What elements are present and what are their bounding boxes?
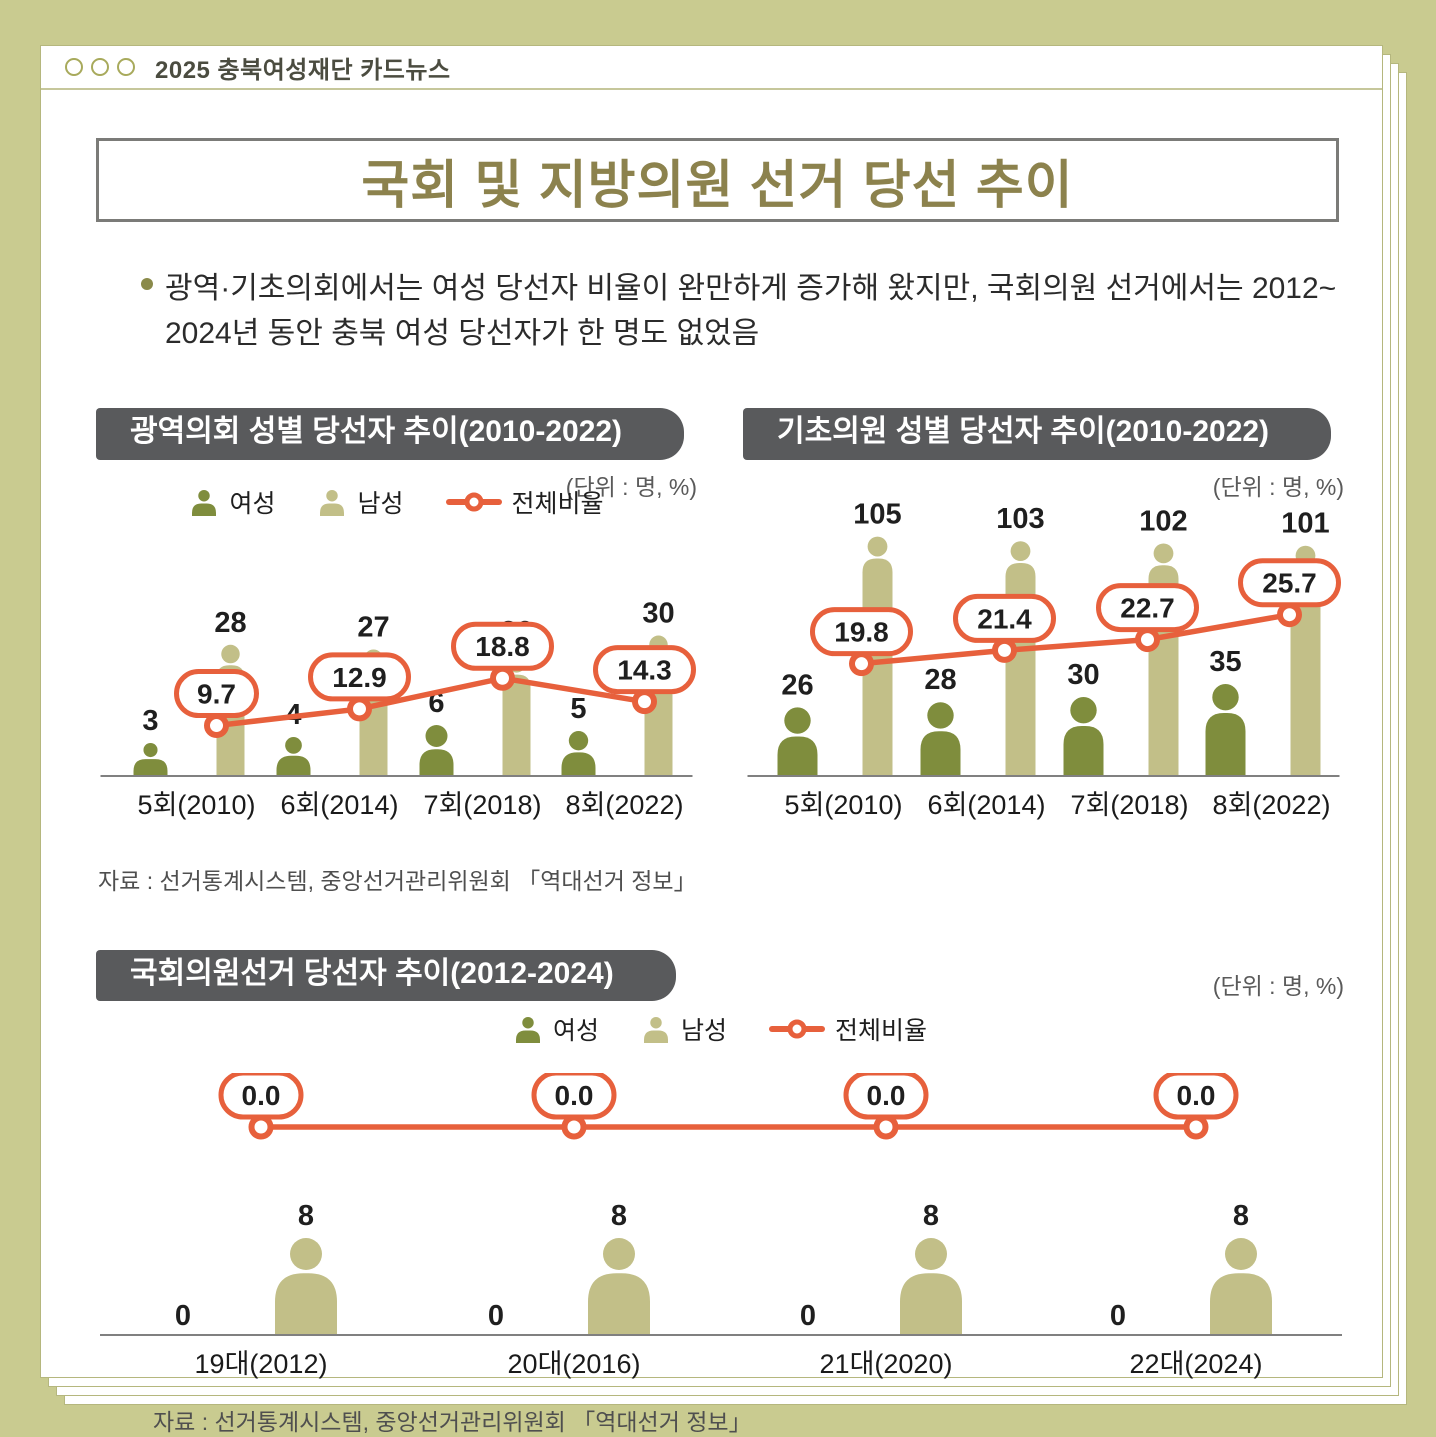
svg-text:5회(2010): 5회(2010) [138, 790, 256, 820]
assembly-section: 국회의원선거 당선자 추이(2012-2024) (단위 : 명, %) 여성 … [96, 950, 1344, 1437]
svg-text:0.0: 0.0 [242, 1080, 281, 1111]
svg-text:19대(2012): 19대(2012) [195, 1349, 328, 1379]
svg-text:27: 27 [357, 611, 389, 643]
source-note-top: 자료 : 선거통계시스템, 중앙선거관리위원회 「역대선거 정보」 [98, 862, 1382, 896]
male-person-icon [317, 487, 347, 517]
svg-text:8회(2022): 8회(2022) [566, 790, 684, 820]
svg-text:102: 102 [1139, 505, 1187, 537]
ratio-line-icon [446, 490, 502, 514]
svg-text:5: 5 [570, 693, 586, 725]
svg-text:0.0: 0.0 [555, 1080, 594, 1111]
section-title-basic: 기초의원 성별 당선자 추이(2010-2022) [743, 408, 1331, 460]
female-person-icon [513, 1014, 543, 1044]
source-note-bottom: 자료 : 선거통계시스템, 중앙선거관리위원회 「역대선거 정보」 [153, 1403, 1344, 1437]
svg-text:3: 3 [142, 705, 158, 737]
legend-item-ratio: 전체비율 [446, 484, 604, 520]
panel-basic-council: 기초의원 성별 당선자 추이(2010-2022) (단위 : 명, %) 26… [743, 408, 1344, 858]
svg-text:7회(2018): 7회(2018) [1071, 790, 1189, 820]
page-title: 국회 및 지방의원 선거 당선 추이 [361, 143, 1073, 218]
section-title-assembly: 국회의원선거 당선자 추이(2012-2024) [96, 950, 676, 1002]
svg-text:30: 30 [1067, 659, 1099, 691]
svg-text:6회(2014): 6회(2014) [928, 790, 1046, 820]
svg-text:28: 28 [214, 606, 246, 638]
section-title-provincial: 광역의회 성별 당선자 추이(2010-2022) [96, 408, 684, 460]
svg-text:0.0: 0.0 [867, 1080, 906, 1111]
legend-female-label: 여성 [229, 484, 275, 520]
chart-assembly: 0819대(2012)0820대(2016)0821대(2020)0822대(2… [96, 1073, 1346, 1393]
legend-item-ratio: 전체비율 [769, 1011, 927, 1047]
legend-assembly: 여성 남성 전체비율 [96, 1011, 1344, 1047]
svg-text:18.8: 18.8 [475, 631, 530, 662]
legend-item-male: 남성 [641, 1011, 727, 1047]
svg-text:103: 103 [996, 503, 1044, 535]
svg-text:22.7: 22.7 [1120, 592, 1175, 623]
svg-text:101: 101 [1281, 507, 1329, 539]
legend-male-label: 남성 [357, 484, 403, 520]
svg-text:25.7: 25.7 [1262, 567, 1317, 598]
svg-text:9.7: 9.7 [197, 678, 236, 709]
unit-label-basic: (단위 : 명, %) [1213, 468, 1344, 496]
svg-text:8: 8 [923, 1200, 939, 1232]
svg-text:0: 0 [175, 1300, 191, 1332]
title-box: 국회 및 지방의원 선거 당선 추이 [96, 138, 1339, 222]
svg-text:6회(2014): 6회(2014) [281, 790, 399, 820]
svg-text:8: 8 [298, 1200, 314, 1232]
svg-text:5회(2010): 5회(2010) [785, 790, 903, 820]
charts-row: 광역의회 성별 당선자 추이(2010-2022) (단위 : 명, %) 여성… [96, 408, 1344, 858]
card: 2025 충북여성재단 카드뉴스 국회 및 지방의원 선거 당선 추이 광역·기… [40, 45, 1383, 1378]
legend-item-male: 남성 [317, 484, 403, 520]
legend-ratio-label: 전체비율 [835, 1011, 927, 1047]
legend-ratio-label: 전체비율 [512, 484, 604, 520]
svg-text:8회(2022): 8회(2022) [1213, 790, 1331, 820]
legend-item-female: 여성 [189, 484, 275, 520]
circle-icon [91, 58, 109, 76]
legend-male-label: 남성 [681, 1011, 727, 1047]
svg-text:12.9: 12.9 [332, 661, 387, 692]
svg-text:26: 26 [781, 669, 813, 701]
panel-provincial-council: 광역의회 성별 당선자 추이(2010-2022) (단위 : 명, %) 여성… [96, 408, 697, 858]
svg-text:7회(2018): 7회(2018) [424, 790, 542, 820]
svg-text:0: 0 [800, 1300, 816, 1332]
legend-item-female: 여성 [513, 1011, 599, 1047]
legend-provincial: 여성 남성 전체비율 [96, 484, 697, 520]
circle-icon [65, 58, 83, 76]
svg-text:22대(2024): 22대(2024) [1130, 1349, 1263, 1379]
brand-label: 2025 충북여성재단 카드뉴스 [155, 50, 451, 85]
female-person-icon [189, 487, 219, 517]
svg-text:105: 105 [853, 498, 901, 530]
svg-text:30: 30 [642, 597, 674, 629]
svg-text:28: 28 [924, 664, 956, 696]
ratio-line-icon [769, 1017, 825, 1041]
intro-block: 광역·기초의회에서는 여성 당선자 비율이 완만하게 증가해 왔지만, 국회의원… [141, 266, 1337, 356]
bullet-icon [141, 278, 153, 290]
chart-basic-council: 26 105 5회(2010) 28 103 6회(2014) 30 102 7회(2018) 3… [743, 498, 1344, 858]
svg-text:0.0: 0.0 [1177, 1080, 1216, 1111]
svg-text:0: 0 [488, 1300, 504, 1332]
svg-text:20대(2016): 20대(2016) [508, 1349, 641, 1379]
chart-provincial-council: 3285회(2010)4276회(2014)6267회(2018)5308회(2… [96, 498, 697, 858]
card-header: 2025 충북여성재단 카드뉴스 [41, 46, 1382, 90]
svg-text:19.8: 19.8 [834, 616, 889, 647]
svg-text:8: 8 [1233, 1200, 1249, 1232]
svg-text:35: 35 [1209, 646, 1241, 678]
circle-icon [117, 58, 135, 76]
svg-text:0: 0 [1110, 1300, 1126, 1332]
svg-text:8: 8 [611, 1200, 627, 1232]
unit-label-assembly: (단위 : 명, %) [1213, 967, 1344, 1001]
svg-text:21.4: 21.4 [977, 603, 1032, 634]
male-person-icon [641, 1014, 671, 1044]
svg-text:21대(2020): 21대(2020) [820, 1349, 953, 1379]
intro-text: 광역·기초의회에서는 여성 당선자 비율이 완만하게 증가해 왔지만, 국회의원… [165, 266, 1337, 356]
svg-text:14.3: 14.3 [617, 654, 672, 685]
legend-female-label: 여성 [553, 1011, 599, 1047]
